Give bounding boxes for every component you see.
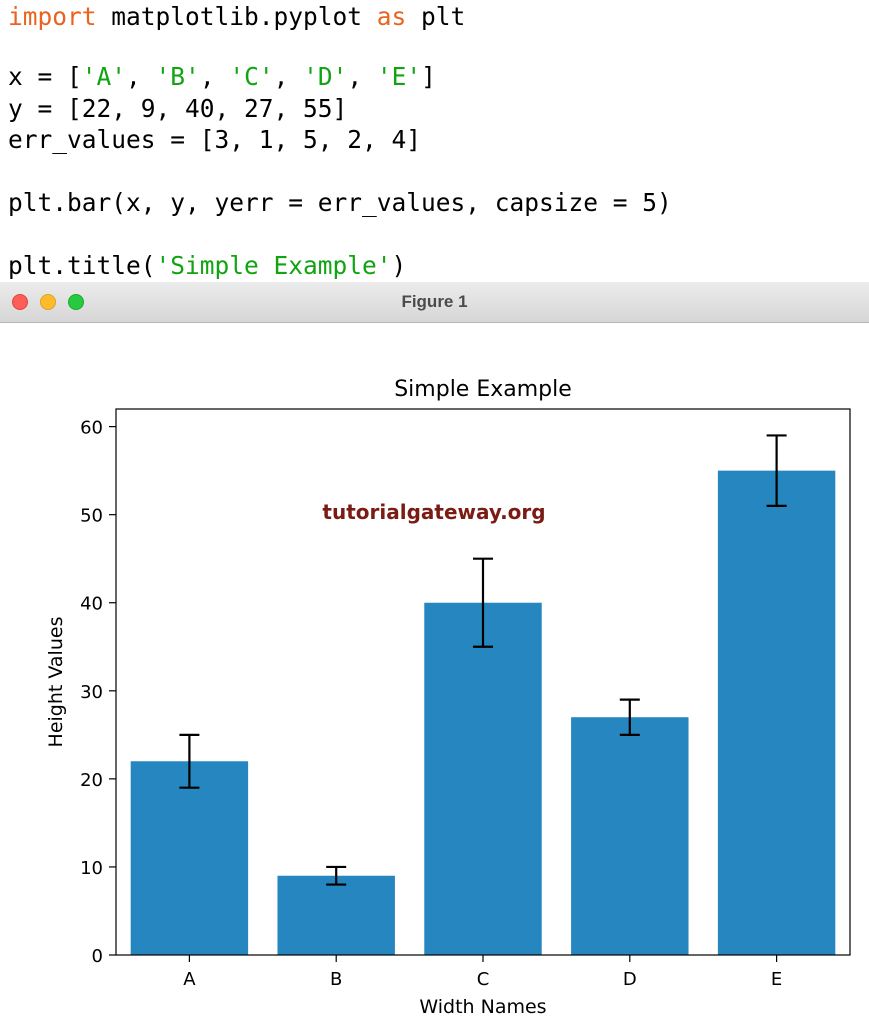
code-text: plt.bar(x, y, yerr = err_values, capsize… <box>8 188 672 217</box>
maximize-window-button[interactable] <box>68 294 84 310</box>
error-bar-C <box>473 557 493 648</box>
minimize-window-button[interactable] <box>40 294 56 310</box>
code-text: y = [22, 9, 40, 27, 55] <box>8 94 348 123</box>
code-line: import matplotlib.pyplot as plt <box>8 2 465 32</box>
chart-title: Simple Example <box>394 377 572 402</box>
code-string: 'A' <box>81 62 127 91</box>
y-tick-label: 50 <box>80 506 103 527</box>
code-text: plt <box>406 2 466 31</box>
y-tick-label: 40 <box>80 594 103 615</box>
code-string: 'B' <box>155 62 200 91</box>
error-bar-E <box>766 434 787 507</box>
code-text: err_values = [3, 1, 5, 2, 4] <box>8 125 422 154</box>
code-text: plt.title( <box>8 251 156 280</box>
bar-A <box>130 761 249 955</box>
code-line: plt.title('Simple Example') <box>8 251 406 281</box>
bar-chart: Simple Example 0 10 20 30 40 50 60 A B C D E Width Na… <box>45 377 851 1018</box>
x-tick-label: D <box>623 969 637 990</box>
x-tick-label: A <box>183 969 196 990</box>
x-tick-label: C <box>477 969 490 990</box>
code-line: err_values = [3, 1, 5, 2, 4] <box>8 125 421 155</box>
error-bar-D <box>619 698 640 736</box>
bar-D <box>571 717 689 955</box>
close-window-button[interactable] <box>12 294 28 310</box>
y-tick-label: 60 <box>80 418 103 439</box>
code-text: , <box>199 62 230 91</box>
code-string: 'E' <box>376 62 422 91</box>
code-text: , <box>273 62 304 91</box>
code-string: 'D' <box>303 62 348 91</box>
code-text: ] <box>421 62 436 91</box>
figure-canvas: Simple Example 0 10 20 30 40 50 60 A B C D E Width Na… <box>0 323 869 1024</box>
bar-C <box>424 602 542 955</box>
code-keyword: import <box>8 2 97 31</box>
code-keyword: as <box>376 2 407 31</box>
y-axis-label: Height Values <box>45 617 67 748</box>
window-titlebar: Figure 1 <box>0 282 869 323</box>
code-line: plt.bar(x, y, yerr = err_values, capsize… <box>8 188 672 218</box>
code-text: x = [ <box>8 62 82 91</box>
code-string: 'Simple Example' <box>155 251 392 280</box>
x-tick-label: E <box>771 969 782 990</box>
bar-B <box>277 875 395 955</box>
y-tick-label: 30 <box>80 682 103 703</box>
code-text: ) <box>391 251 407 280</box>
x-tick-label: B <box>330 969 342 990</box>
code-string: 'C' <box>229 62 274 91</box>
y-tick-label: 0 <box>92 946 103 967</box>
code-line: x = ['A', 'B', 'C', 'D', 'E'] <box>8 62 436 92</box>
bar-E <box>717 470 836 955</box>
code-text: matplotlib.pyplot <box>96 2 377 31</box>
watermark-text: tutorialgateway.org <box>322 500 545 524</box>
code-text: , <box>347 62 377 91</box>
x-axis-label: Width Names <box>419 996 546 1018</box>
code-text: , <box>126 62 156 91</box>
code-line: y = [22, 9, 40, 27, 55] <box>8 94 347 124</box>
window-title: Figure 1 <box>401 292 468 311</box>
y-tick-label: 20 <box>80 770 103 791</box>
code-editor: import matplotlib.pyplot as plt x = ['A',… <box>0 0 869 282</box>
y-tick-label: 10 <box>80 858 103 879</box>
error-bar-A <box>179 733 200 789</box>
error-bar-B <box>326 865 347 886</box>
